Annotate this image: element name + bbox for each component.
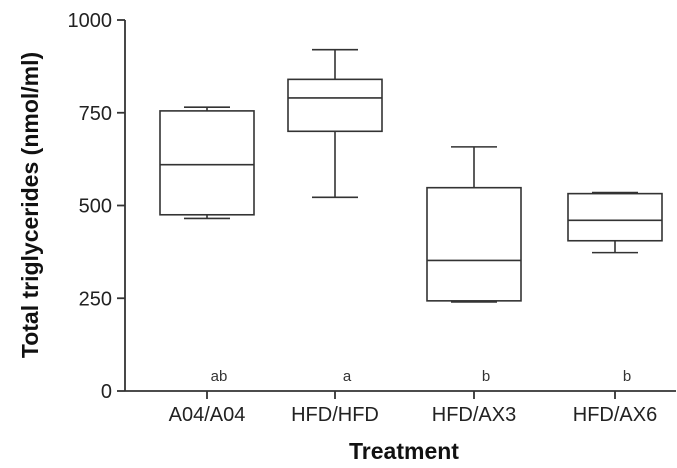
iqr-box — [567, 192, 663, 242]
box-group — [287, 48, 383, 199]
x-tick-label: HFD/AX3 — [432, 404, 516, 426]
significance-letter: b — [623, 368, 631, 385]
x-axis-title: Treatment — [349, 438, 459, 464]
y-tick-label: 0 — [101, 381, 112, 403]
box-group — [159, 106, 255, 220]
boxes-layer — [159, 48, 663, 303]
iqr-box — [287, 78, 383, 133]
axes-layer: 0 250 500 750 1000 A04/A04 HFD/HFD HFD/AX3 HFD/… — [68, 10, 676, 426]
iqr-box — [159, 110, 255, 216]
y-axis-title: Total triglycerides (nmol/ml) — [17, 52, 43, 358]
significance-letter: ab — [211, 368, 228, 385]
y-tick-label: 500 — [79, 196, 112, 218]
x-tick-label: HFD/AX6 — [573, 404, 657, 426]
iqr-box — [426, 186, 522, 302]
x-tick-label: A04/A04 — [169, 404, 246, 426]
y-tick-label: 750 — [79, 103, 112, 125]
x-ticks: A04/A04 HFD/HFD HFD/AX3 HFD/AX6 — [169, 391, 657, 426]
box-group — [567, 191, 663, 254]
significance-letter: b — [482, 368, 490, 385]
y-tick-label: 250 — [79, 288, 112, 310]
x-tick-label: HFD/HFD — [291, 404, 379, 426]
y-ticks: 0 250 500 750 1000 — [68, 10, 125, 403]
labels-layer: ab a b b — [211, 368, 632, 385]
y-tick-label: 1000 — [68, 10, 113, 32]
significance-letter: a — [343, 368, 352, 385]
box-group — [426, 146, 522, 303]
